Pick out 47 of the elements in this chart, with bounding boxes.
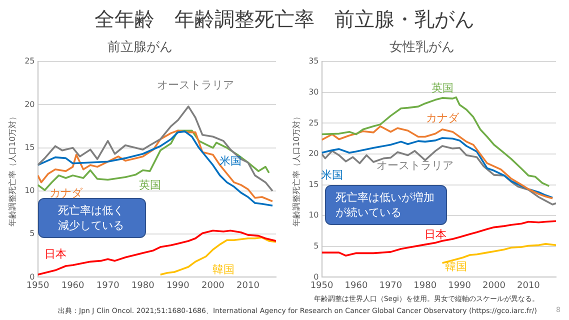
y-axis-title: 年齢調整死亡率（人口10万対） (292, 112, 301, 226)
y-tick-label: 10 (308, 210, 319, 220)
y-axis-title: 年齢調整死亡率（人口10万対） (8, 112, 17, 226)
series-label: カナダ (426, 112, 460, 125)
text: オーストラリア (156, 78, 234, 92)
y-tick-label: 10 (24, 186, 35, 196)
x-tick-label: 1960 (61, 280, 85, 291)
series-label: 日本 (44, 248, 66, 261)
x-tick-label: 2010 (236, 280, 260, 291)
y-tick-label: 25 (308, 118, 319, 128)
series-label: オーストラリア (376, 159, 454, 172)
y-tick-label: 20 (308, 149, 319, 158)
series-label: 英国 (431, 82, 454, 95)
x-tick-label: 1950 (26, 280, 50, 291)
y-tick-label: 5 (30, 229, 35, 238)
series-label: 米国 (321, 168, 344, 182)
series-label: 韓国 (212, 263, 234, 276)
y-tick-label: 25 (24, 56, 35, 66)
series-label: 韓国 (445, 260, 468, 274)
series-label: 米国 (219, 154, 242, 168)
x-tick-label: 2000 (201, 280, 225, 291)
x-tick-label: 2000 (482, 280, 506, 291)
y-tick-label: 35 (308, 56, 319, 66)
x-tick-label: 1960 (344, 280, 368, 291)
x-tick-label: 1950 (310, 280, 334, 291)
series-label: 日本 (424, 228, 446, 242)
y-tick-label: 0 (30, 272, 35, 282)
y-tick-label: 15 (308, 180, 319, 189)
annotation: 死亡率は低く減少している (58, 203, 125, 233)
x-tick-label: 1990 (448, 280, 472, 291)
x-tick-label: 1970 (379, 280, 402, 291)
x-tick-label: 1980 (131, 280, 155, 291)
chart-title: 前立腺がん (108, 39, 172, 56)
chart-title: 女性乳がん (390, 40, 454, 56)
y-tick-label: 5 (314, 241, 319, 250)
x-tick-label: 1990 (166, 280, 190, 291)
x-tick-label: 1980 (414, 280, 437, 291)
x-tick-label: 1970 (96, 280, 120, 291)
text: 全年齢 年齢調整死亡率 前立腺・乳がん (94, 6, 476, 33)
annotation: 死亡率は低いが増加が続いている (336, 190, 436, 220)
y-tick-label: 15 (24, 142, 35, 152)
series-label: 英国 (138, 178, 161, 192)
series-label: カナダ (49, 186, 84, 200)
x-tick-label: 2010 (516, 280, 540, 291)
y-tick-label: 30 (308, 87, 319, 96)
y-tick-label: 20 (24, 100, 35, 109)
y-tick-label: 0 (314, 272, 319, 282)
